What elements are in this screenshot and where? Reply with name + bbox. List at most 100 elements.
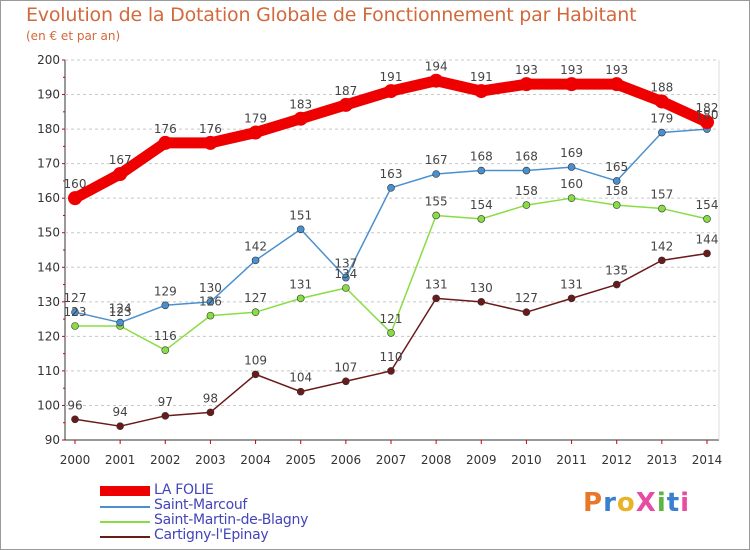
data-point-cartigny-l-epinay	[612, 280, 621, 289]
x-tick-label: 2008	[421, 453, 452, 467]
data-point-saint-marcouf	[71, 308, 79, 316]
data-label: 188	[650, 80, 673, 94]
data-point-la-folie	[158, 135, 173, 150]
legend-label: Saint-Marcouf	[154, 497, 248, 513]
y-tick-label: 110	[37, 364, 60, 378]
data-label: 179	[244, 112, 267, 126]
data-label: 116	[154, 329, 177, 343]
data-label: 130	[470, 281, 493, 295]
data-point-la-folie	[474, 84, 489, 99]
legend-item-cartigny-l-epinay[interactable]: Cartigny-l'Epinay	[100, 527, 360, 544]
data-label: 168	[470, 150, 493, 164]
data-label: 154	[470, 198, 493, 212]
data-label: 137	[334, 257, 357, 271]
legend-item-saint-marcouf[interactable]: Saint-Marcouf	[100, 497, 360, 514]
legend-item-saint-martin-de-blagny[interactable]: Saint-Martin-de-Blagny	[100, 512, 360, 529]
data-point-cartigny-l-epinay	[342, 377, 350, 386]
data-label: 157	[650, 188, 673, 202]
data-label: 183	[289, 98, 312, 112]
data-point-cartigny-l-epinay	[522, 308, 531, 316]
data-label: 96	[67, 398, 82, 412]
data-point-la-folie	[68, 191, 82, 206]
proxiti-logo[interactable]: ProXiti	[583, 488, 690, 518]
legend-label: LA FOLIE	[154, 482, 214, 498]
data-label: 131	[425, 277, 448, 291]
data-point-saint-martin-de-blagny	[658, 204, 666, 213]
logo-letter: P	[583, 488, 604, 518]
data-label: 191	[470, 70, 493, 84]
chart-legend: LA FOLIE Saint-Marcouf Saint-Martin-de-B…	[100, 482, 360, 544]
x-tick-label: 2007	[376, 453, 407, 467]
data-label: 127	[515, 291, 538, 305]
data-label: 126	[199, 295, 222, 309]
data-point-la-folie	[654, 94, 669, 109]
y-tick-label: 120	[37, 329, 60, 343]
y-tick-label: 180	[37, 122, 60, 136]
data-label: 160	[560, 177, 583, 191]
data-point-la-folie	[384, 84, 398, 99]
x-tick-label: 2013	[647, 453, 678, 467]
data-point-la-folie	[203, 135, 218, 150]
data-point-saint-martin-de-blagny	[612, 201, 621, 209]
x-tick-label: 2014	[692, 453, 723, 467]
data-point-cartigny-l-epinay	[703, 249, 711, 258]
data-point-cartigny-l-epinay	[116, 422, 124, 430]
y-tick-label: 200	[37, 53, 60, 67]
data-label: 193	[515, 63, 538, 77]
x-tick-label: 2002	[150, 453, 181, 467]
data-label: 107	[334, 360, 357, 374]
data-label: 121	[380, 312, 403, 326]
chart-title: Evolution de la Dotation Globale de Fonc…	[26, 4, 637, 26]
data-point-saint-marcouf	[432, 170, 440, 178]
data-point-saint-martin-de-blagny	[251, 308, 260, 316]
data-point-la-folie	[519, 77, 534, 92]
legend-item-la-folie[interactable]: LA FOLIE	[100, 482, 360, 499]
data-label: 180	[696, 108, 719, 122]
x-tick-label: 2001	[105, 453, 136, 467]
data-label: 187	[334, 84, 357, 98]
data-point-saint-martin-de-blagny	[71, 322, 79, 330]
data-label: 127	[64, 291, 87, 305]
data-point-cartigny-l-epinay	[161, 412, 170, 420]
data-point-saint-marcouf	[567, 163, 576, 171]
data-point-saint-martin-de-blagny	[387, 329, 395, 337]
data-label: 182	[696, 101, 719, 115]
data-label: 134	[334, 267, 357, 281]
data-label: 193	[560, 63, 583, 77]
data-label: 194	[425, 60, 448, 74]
data-label: 165	[605, 160, 628, 174]
data-point-saint-martin-de-blagny	[432, 211, 440, 220]
logo-letter: i	[680, 488, 691, 518]
data-point-saint-marcouf	[522, 166, 531, 175]
data-label: 154	[696, 198, 719, 212]
data-label: 176	[199, 122, 222, 136]
y-tick-label: 140	[37, 260, 60, 274]
data-point-saint-marcouf	[612, 177, 621, 185]
data-point-saint-marcouf	[477, 166, 486, 175]
data-label: 163	[380, 167, 403, 181]
data-point-la-folie	[429, 73, 444, 88]
logo-letter: t	[666, 488, 681, 518]
data-label: 123	[109, 305, 132, 319]
data-label: 98	[203, 391, 218, 405]
data-point-saint-marcouf	[296, 225, 305, 234]
x-tick-label: 2011	[556, 453, 587, 467]
data-point-saint-marcouf	[206, 298, 215, 306]
x-tick-label: 2004	[240, 453, 271, 467]
data-point-la-folie	[564, 77, 579, 92]
logo-letter: o	[616, 488, 636, 518]
legend-swatch-cartigny-l-epinay	[100, 536, 150, 538]
data-point-cartigny-l-epinay	[567, 294, 576, 303]
data-label: 94	[113, 405, 128, 419]
data-label: 168	[515, 150, 538, 164]
data-point-saint-marcouf	[251, 256, 260, 265]
data-point-la-folie	[338, 97, 353, 112]
data-label: 191	[380, 70, 403, 84]
legend-label: Cartigny-l'Epinay	[154, 527, 269, 543]
data-label: 104	[289, 371, 312, 385]
data-label: 167	[109, 153, 132, 167]
legend-swatch-la-folie	[100, 486, 150, 496]
data-label: 167	[425, 153, 448, 167]
data-label: 158	[605, 184, 628, 198]
data-label: 176	[154, 122, 177, 136]
